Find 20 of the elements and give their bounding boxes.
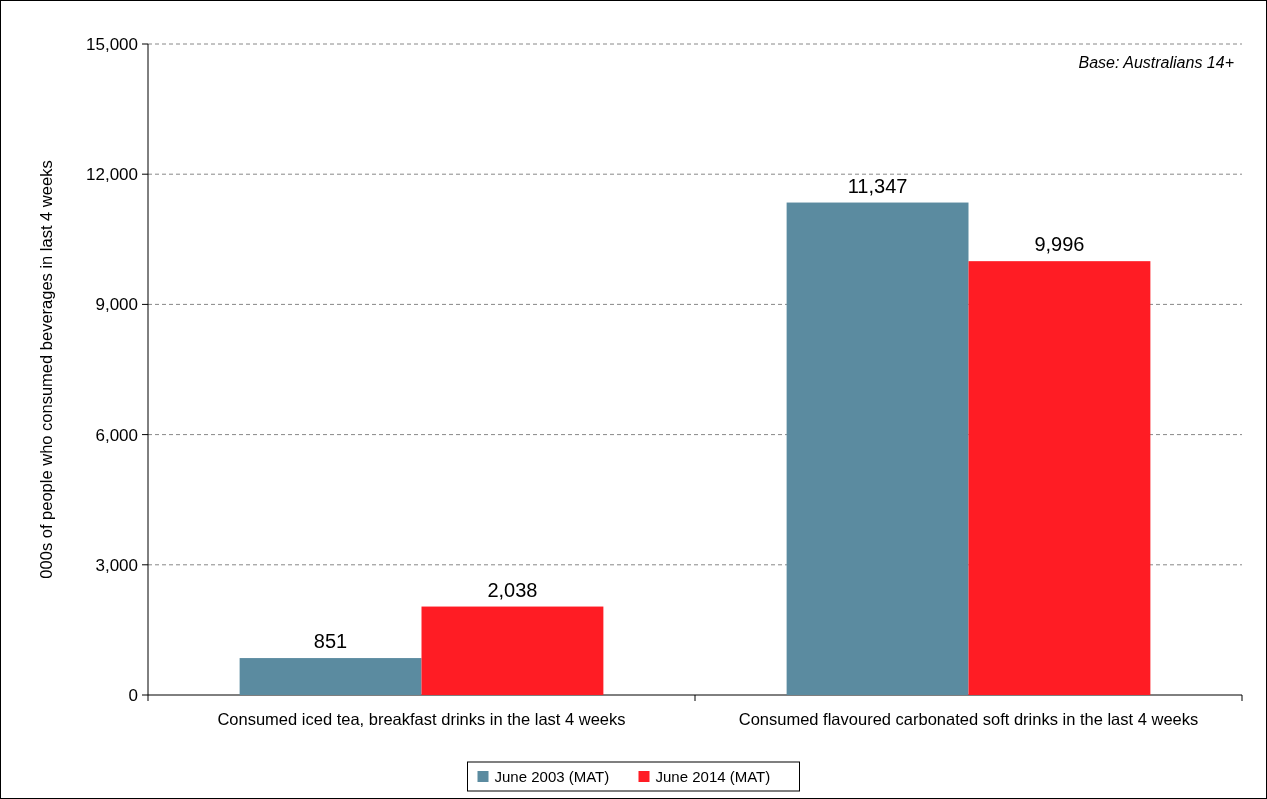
y-axis-title: 000s of people who consumed beverages in last 4 weeks: [37, 160, 55, 579]
data-label: 11,347: [847, 174, 908, 197]
x-tick-label: Consumed iced tea, breakfast drinks in the last 4 weeks: [217, 710, 626, 728]
data-label: 2,038: [487, 578, 538, 601]
bar: [968, 261, 1151, 695]
y-tick-label: 3,000: [95, 555, 138, 575]
y-tick-label: 6,000: [95, 425, 138, 445]
y-tick-label: 9,000: [95, 295, 138, 315]
bar: [421, 606, 604, 695]
bar: [239, 658, 422, 695]
legend-label: June 2014 (MAT): [655, 768, 771, 786]
legend-label: June 2003 (MAT): [494, 768, 610, 786]
data-label: 9,996: [1034, 233, 1085, 256]
x-tick-label: Consumed flavoured carbonated soft drinks in the last 4 weeks: [738, 710, 1199, 728]
annotation: Base: Australians 14+: [1078, 54, 1234, 71]
data-label: 851: [313, 630, 348, 653]
bar: [786, 202, 969, 695]
y-tick-label: 12,000: [86, 165, 138, 185]
y-tick-label: 0: [128, 685, 138, 705]
y-tick-label: 15,000: [86, 34, 138, 54]
